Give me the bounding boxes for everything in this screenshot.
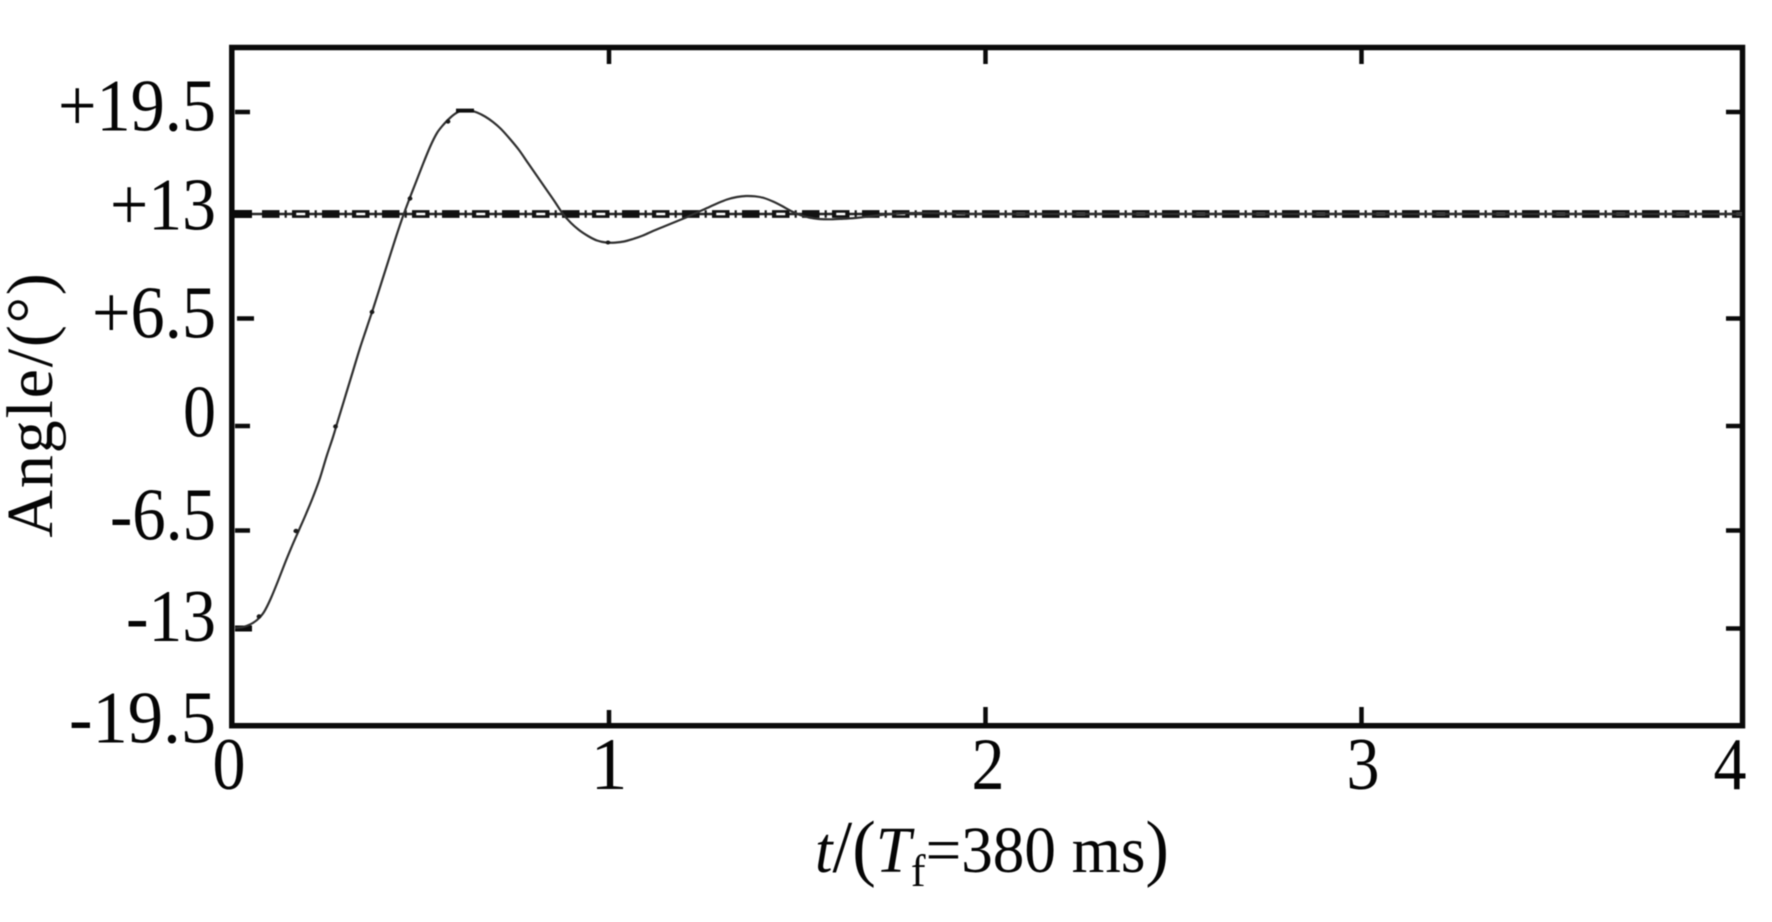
svg-text:0: 0	[183, 372, 216, 454]
svg-text:-19.5: -19.5	[69, 678, 216, 760]
svg-text:Angle/(°): Angle/(°)	[0, 271, 67, 537]
svg-text:3: 3	[1347, 724, 1380, 806]
svg-text:+6.5: +6.5	[92, 273, 216, 355]
svg-text:1: 1	[591, 724, 628, 806]
svg-text:2: 2	[972, 724, 1005, 806]
svg-text:+13: +13	[110, 165, 216, 247]
svg-text:+19.5: +19.5	[58, 66, 216, 148]
svg-text:-6.5: -6.5	[110, 475, 216, 557]
svg-text:-13: -13	[126, 576, 216, 658]
svg-text:4: 4	[1714, 724, 1747, 806]
svg-text:t/(Tf=380 ms): t/(Tf=380 ms)	[815, 807, 1169, 896]
svg-text:0: 0	[213, 724, 246, 806]
